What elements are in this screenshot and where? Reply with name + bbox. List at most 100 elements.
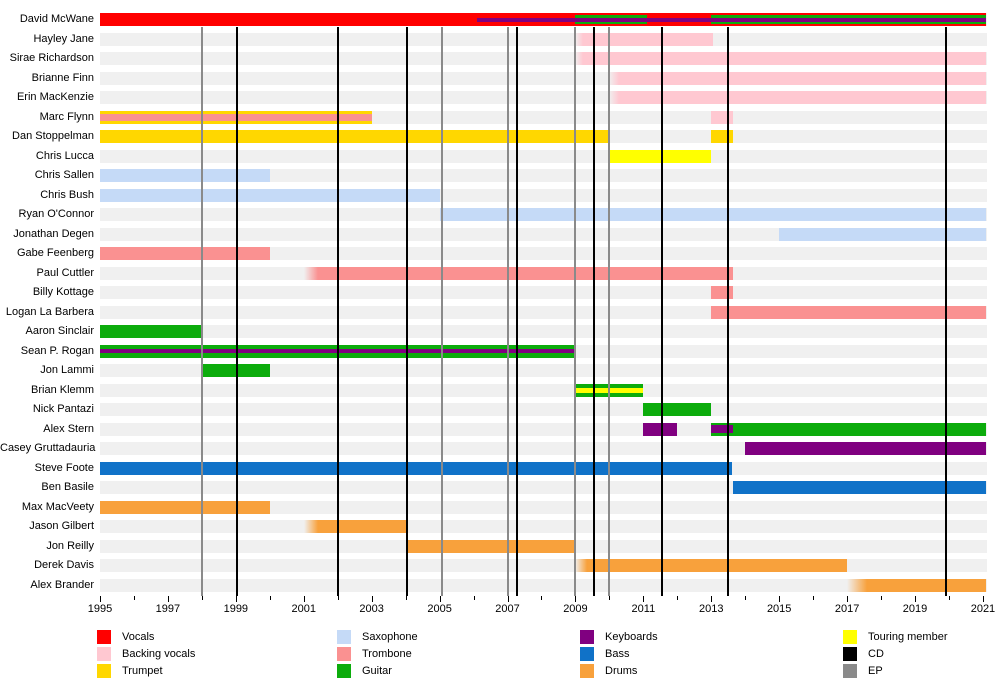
role-bar-backing	[609, 71, 987, 85]
role-bar-guitar	[711, 422, 987, 436]
role-bar-trombone	[711, 286, 734, 300]
legend-label-drums: Drums	[605, 665, 638, 677]
role-bar-guitar	[643, 403, 712, 417]
legend-label-trombone: Trombone	[362, 648, 412, 660]
role-bar-drums	[847, 578, 987, 592]
legend-label-touring: Touring member	[868, 631, 948, 643]
row-band	[100, 32, 987, 46]
legend-label-vocals: Vocals	[122, 631, 155, 643]
axis-tick	[439, 596, 441, 602]
role-bar-sax	[779, 227, 987, 241]
member-name: David McWane	[19, 13, 94, 25]
member-name: Paul Cuttler	[36, 266, 94, 279]
row-band	[100, 383, 987, 397]
row-band	[100, 149, 987, 163]
release-line-cd	[235, 27, 238, 596]
member-name: Jason Gilbert	[29, 520, 94, 532]
role-bar-drums	[100, 500, 270, 514]
member-name: Brian Klemm	[31, 383, 94, 396]
member-name: Jon Reilly	[46, 539, 94, 552]
axis-tick	[100, 596, 101, 602]
role-bar-sax	[439, 208, 987, 222]
member-name: Marc Flynn	[39, 110, 94, 123]
release-line-cd	[661, 27, 664, 596]
row-band	[100, 247, 987, 261]
axis-tick	[982, 596, 984, 602]
role-bar-backing	[609, 91, 987, 105]
axis-tick	[167, 596, 169, 602]
axis-tick	[745, 596, 747, 600]
row-band	[100, 325, 987, 339]
role-bar-trumpet	[100, 130, 610, 144]
role-bar-trumpet	[711, 130, 734, 144]
member-name: Sean P. Rogan	[20, 344, 94, 357]
member-name: Derek Davis	[34, 559, 94, 571]
axis-tick	[609, 596, 611, 600]
row-band	[100, 227, 987, 241]
legend-swatch-keyboards	[580, 630, 594, 644]
axis-tick-label: 2001	[291, 603, 316, 615]
member-name: Gabe Feenberg	[16, 247, 94, 259]
legend-label-keyboards: Keyboards	[605, 631, 658, 643]
member-name: Chris Lucca	[35, 149, 94, 162]
member-name: Ben Basile	[41, 481, 94, 493]
legend-swatch-cd	[843, 647, 857, 661]
axis-tick-label: 1995	[87, 603, 113, 615]
axis-tick	[779, 596, 781, 602]
member-name: Hayley Jane	[33, 32, 94, 45]
bar-fade	[609, 91, 620, 105]
legend-label-cd: CD	[868, 648, 884, 660]
bar-fade	[575, 52, 584, 66]
axis-tick	[677, 596, 679, 600]
row-band	[100, 169, 987, 183]
legend-swatch-touring	[843, 630, 857, 644]
member-name: Jonathan Degen	[13, 227, 94, 240]
member-name: Chris Bush	[40, 188, 94, 201]
legend-label-ep: EP	[868, 665, 883, 677]
release-line-ep	[608, 27, 611, 596]
role-bar-trombone	[100, 247, 270, 261]
role-stripe-keyboards	[476, 17, 987, 22]
axis-tick-label: 2019	[902, 603, 928, 615]
row-band	[100, 520, 987, 534]
axis-tick	[847, 596, 849, 602]
role-bar-trombone	[303, 266, 734, 280]
legend-label-sax: Saxophone	[362, 631, 418, 643]
release-line-cd	[516, 27, 519, 596]
member-name: Ryan O'Connor	[18, 208, 94, 220]
row-band	[100, 286, 987, 300]
role-bar-vocals	[100, 13, 987, 27]
role-bar-guitar	[201, 364, 270, 378]
bar-fade	[609, 71, 620, 85]
role-bar-trombone	[711, 305, 987, 319]
member-name: Casey Gruttadauria	[0, 442, 96, 454]
member-name: Steve Foote	[34, 461, 94, 474]
role-bar-guitar	[100, 325, 202, 339]
legend-swatch-backing	[97, 647, 111, 661]
legend-swatch-ep	[843, 664, 857, 678]
axis-tick-label: 2013	[699, 603, 724, 615]
role-bar-drums	[575, 559, 848, 573]
role-bar-keyboards	[745, 442, 987, 456]
row-band	[100, 559, 987, 573]
axis-tick	[303, 596, 305, 602]
role-stripe-trombone	[100, 113, 372, 121]
member-name: Aaron Sinclair	[25, 325, 94, 337]
legend-swatch-trumpet	[97, 664, 111, 678]
member-name: Logan La Barbera	[5, 305, 94, 318]
legend-swatch-guitar	[337, 664, 351, 678]
role-bar-backing	[575, 52, 987, 66]
axis-tick-label: 2017	[834, 603, 860, 615]
legend-swatch-bass	[580, 647, 594, 661]
axis-tick-label: 2021	[970, 603, 996, 615]
release-line-ep	[200, 27, 203, 596]
release-line-ep	[506, 27, 509, 596]
axis-tick-label: 2009	[563, 603, 588, 615]
axis-tick-label: 1999	[223, 603, 249, 615]
member-name: Billy Kottage	[32, 286, 94, 298]
role-bar-bass	[100, 461, 732, 475]
axis-tick	[371, 596, 373, 602]
release-line-cd	[405, 27, 408, 596]
axis-tick	[507, 596, 509, 602]
